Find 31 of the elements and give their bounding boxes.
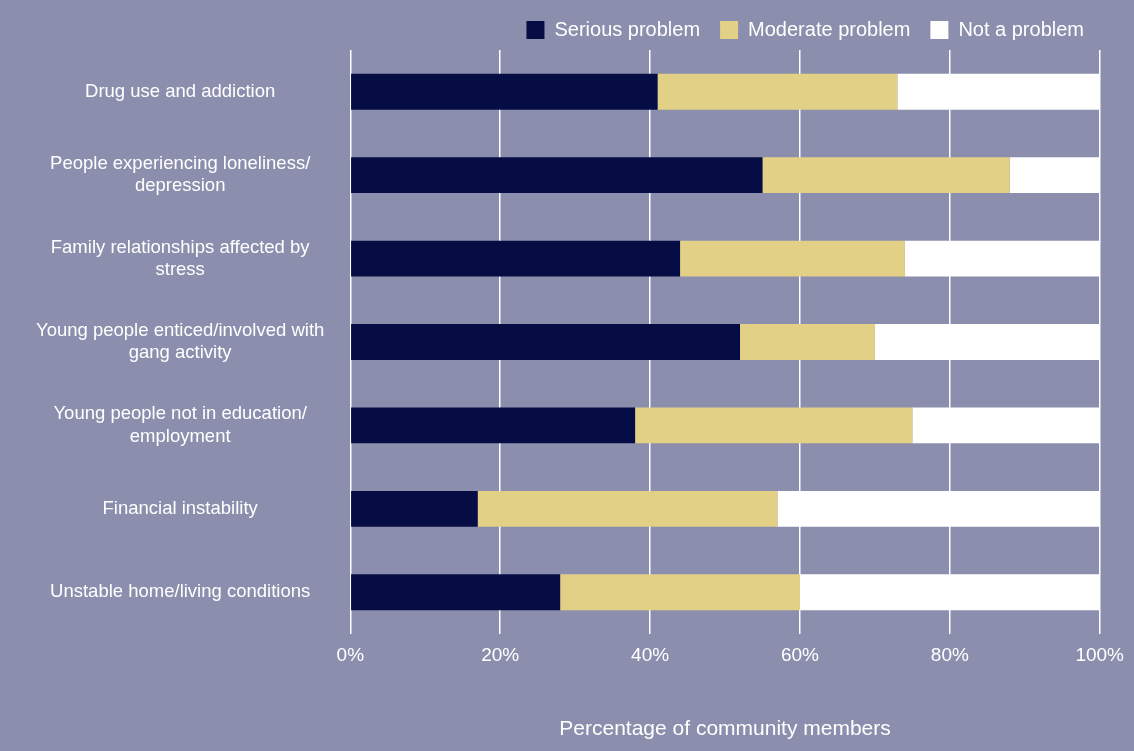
bar bbox=[351, 490, 478, 527]
bar bbox=[560, 574, 800, 611]
x-tick-label: 100% bbox=[1075, 643, 1125, 665]
bar bbox=[680, 240, 905, 277]
bar bbox=[351, 73, 658, 110]
y-tick-label: Financial instability bbox=[102, 496, 259, 518]
bar bbox=[351, 324, 741, 360]
bar bbox=[657, 73, 898, 110]
x-tick-label: 0% bbox=[336, 643, 365, 665]
y-tick-label: People experiencing loneliness/depression bbox=[50, 152, 312, 196]
legend-label: Moderate problem bbox=[748, 17, 911, 40]
bar bbox=[477, 490, 778, 527]
bar bbox=[762, 157, 1010, 194]
bar bbox=[351, 407, 636, 444]
y-tick-label: Unstable home/living conditions bbox=[50, 580, 311, 602]
y-tick-label: Young people not in education/employment bbox=[53, 402, 308, 446]
legend-label: Serious problem bbox=[554, 17, 701, 40]
bar bbox=[351, 240, 681, 277]
x-axis-title: Percentage of community members bbox=[559, 716, 891, 740]
legend-label: Not a problem bbox=[958, 17, 1085, 40]
y-tick-label: Family relationships affected by stress bbox=[50, 235, 311, 279]
y-tick-label: Young people enticed/involved with gang activity bbox=[36, 318, 325, 363]
x-tick-label: 20% bbox=[481, 643, 520, 665]
x-tick-label: 60% bbox=[780, 643, 820, 665]
bar bbox=[740, 324, 875, 360]
bar bbox=[635, 407, 913, 444]
y-tick-label: Drug use and addiction bbox=[85, 79, 276, 101]
x-tick-label: 80% bbox=[930, 643, 969, 665]
bar bbox=[351, 157, 763, 194]
x-tick-label: 40% bbox=[631, 643, 670, 665]
bar bbox=[351, 574, 561, 611]
